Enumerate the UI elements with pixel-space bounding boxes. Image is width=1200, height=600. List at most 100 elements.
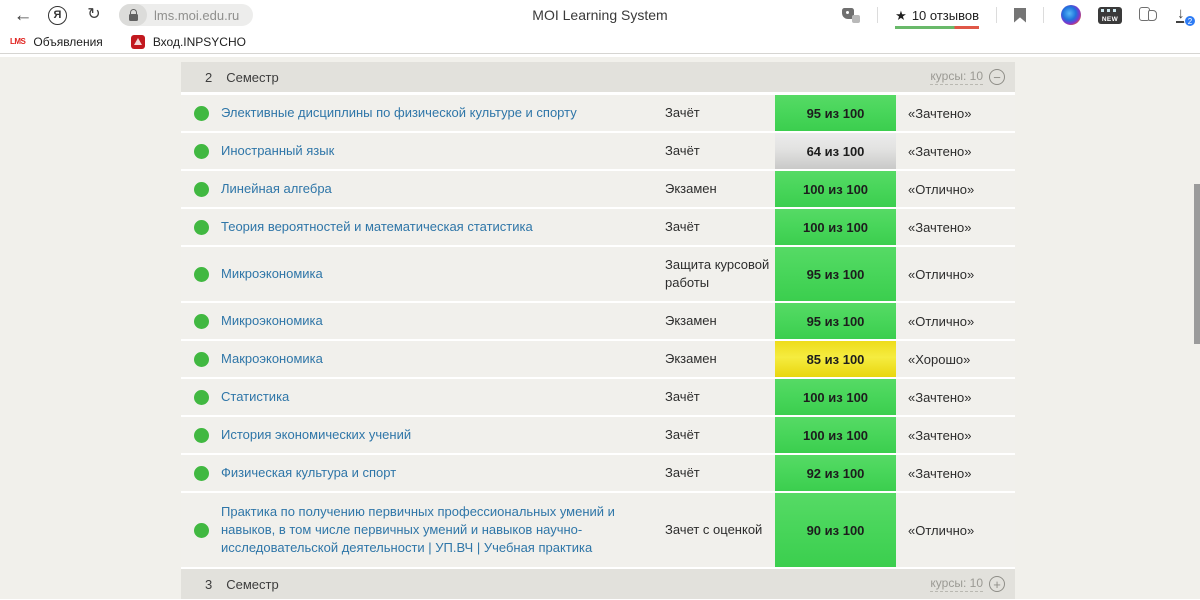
assessment-type: Экзамен (665, 312, 717, 328)
downloads-button[interactable]: ↓ 2 (1174, 5, 1196, 27)
bookmark-inpsycho-login[interactable]: Вход.INPSYCHO (130, 34, 246, 49)
score-badge: 95 из 100 (775, 95, 896, 131)
lms-favicon: LMS (10, 37, 26, 46)
course-link[interactable]: Элективные дисциплины по физической куль… (221, 104, 577, 120)
download-icon: ↓ (1177, 5, 1185, 22)
score-badge: 90 из 100 (775, 493, 896, 567)
table-row: Физическая культура и спорт Зачёт 92 из … (181, 455, 1015, 491)
status-dot-icon (193, 465, 209, 481)
course-table-body: Элективные дисциплины по физической куль… (181, 95, 1015, 567)
video-new-icon[interactable]: NEW (1098, 6, 1122, 24)
grade-text: «Отлично» (908, 313, 975, 329)
score-badge: 64 из 100 (775, 133, 896, 169)
ssl-lock-segment[interactable] (119, 4, 147, 26)
assessment-type: Зачёт (665, 104, 700, 120)
separator (877, 7, 879, 23)
grade-text: «Отлично» (908, 266, 975, 282)
status-cell (181, 455, 221, 491)
extension-circle-icon[interactable] (1061, 5, 1081, 25)
assessment-type: Зачёт (665, 426, 700, 442)
status-cell (181, 209, 221, 245)
collapse-semester-icon[interactable]: − (989, 69, 1005, 85)
table-row: Теория вероятностей и математическая ста… (181, 209, 1015, 245)
grade-text: «Зачтено» (908, 105, 972, 121)
bookmark-announcements[interactable]: LMS Объявления (10, 34, 103, 49)
course-link[interactable]: Макроэкономика (221, 350, 323, 366)
inpsycho-favicon (130, 34, 145, 49)
course-link[interactable]: Физическая культура и спорт (221, 464, 397, 480)
semester-2-header: 2 Семестр курсы: 10 − (181, 62, 1015, 92)
status-cell (181, 417, 221, 453)
page-content: 2 Семестр курсы: 10 − Элективные дисципл… (0, 54, 1200, 599)
bookmark-flag-icon[interactable] (1014, 7, 1026, 23)
downloads-count-badge: 2 (1184, 15, 1196, 27)
assessment-type: Зачёт (665, 218, 700, 234)
courses-count-link[interactable]: курсы: 10 (930, 576, 983, 592)
yandex-logo-icon[interactable]: Я (48, 5, 67, 25)
site-reviews-button[interactable]: ★ 10 отзывов (895, 8, 979, 29)
reviews-rating-bar (895, 25, 979, 29)
status-cell (181, 95, 221, 131)
course-link[interactable]: Иностранный язык (221, 142, 335, 158)
semester-3-header: 3 Семестр курсы: 10 + (181, 569, 1015, 599)
table-row: Линейная алгебра Экзамен 100 из 100 «Отл… (181, 171, 1015, 207)
course-link[interactable]: Микроэкономика (221, 312, 323, 328)
score-badge: 100 из 100 (775, 209, 896, 245)
url-text[interactable]: lms.moi.edu.ru (154, 7, 240, 23)
browser-toolbar: ← Я ↻ lms.moi.edu.ru MOI Learning System… (0, 0, 1200, 30)
assessment-type: Зачёт (665, 388, 700, 404)
grade-text: «Отлично» (908, 181, 975, 197)
bookmarks-bar: LMS Объявления Вход.INPSYCHO (0, 30, 1200, 54)
separator (996, 7, 997, 23)
tag-extension-icon[interactable] (842, 7, 861, 23)
separator (1043, 7, 1044, 23)
status-dot-icon (193, 427, 209, 443)
status-dot-icon (193, 219, 209, 235)
toolbar-right-cluster: ★ 10 отзывов NEW ↓ 2 (842, 5, 1196, 29)
back-icon[interactable]: ← (13, 4, 33, 26)
status-cell (181, 493, 221, 567)
status-dot-icon (193, 313, 209, 329)
reviews-label: 10 отзывов (911, 7, 979, 23)
grade-text: «Зачтено» (908, 465, 972, 481)
table-row: Практика по получению первичных професси… (181, 493, 1015, 567)
status-cell (181, 303, 221, 339)
semester-number: 3 (205, 576, 213, 592)
score-badge: 100 из 100 (775, 379, 896, 415)
assessment-type: Экзамен (665, 350, 717, 366)
table-row: История экономических учений Зачёт 100 и… (181, 417, 1015, 453)
table-row: Статистика Зачёт 100 из 100 «Зачтено» (181, 379, 1015, 415)
status-dot-icon (193, 389, 209, 405)
score-badge: 100 из 100 (775, 171, 896, 207)
collections-icon[interactable] (1139, 7, 1157, 23)
table-row: Иностранный язык Зачёт 64 из 100 «Зачтен… (181, 133, 1015, 169)
refresh-icon[interactable]: ↻ (87, 6, 101, 23)
course-link[interactable]: Статистика (221, 388, 290, 404)
semester-label: Семестр (226, 576, 279, 592)
status-dot-icon (193, 266, 209, 282)
grade-text: «Зачтено» (908, 143, 972, 159)
vertical-scrollbar[interactable] (1194, 184, 1200, 344)
address-bar[interactable]: lms.moi.edu.ru (119, 4, 254, 26)
lock-icon (128, 8, 138, 21)
table-row: Элективные дисциплины по физической куль… (181, 95, 1015, 131)
star-icon: ★ (895, 7, 907, 23)
course-link[interactable]: История экономических учений (221, 426, 412, 442)
score-badge: 92 из 100 (775, 455, 896, 491)
semester-number: 2 (205, 69, 213, 85)
course-link[interactable]: Практика по получению первичных професси… (221, 503, 615, 556)
status-cell (181, 379, 221, 415)
status-dot-icon (193, 105, 209, 121)
new-badge: NEW (1101, 15, 1119, 23)
course-link[interactable]: Теория вероятностей и математическая ста… (221, 218, 533, 234)
score-badge: 85 из 100 (775, 341, 896, 377)
expand-semester-icon[interactable]: + (989, 576, 1005, 592)
courses-count-link[interactable]: курсы: 10 (930, 69, 983, 85)
course-link[interactable]: Микроэкономика (221, 265, 323, 281)
status-cell (181, 171, 221, 207)
grade-text: «Зачтено» (908, 389, 972, 405)
score-badge: 100 из 100 (775, 417, 896, 453)
status-cell (181, 133, 221, 169)
course-link[interactable]: Линейная алгебра (221, 180, 332, 196)
grade-text: «Отлично» (908, 522, 975, 538)
